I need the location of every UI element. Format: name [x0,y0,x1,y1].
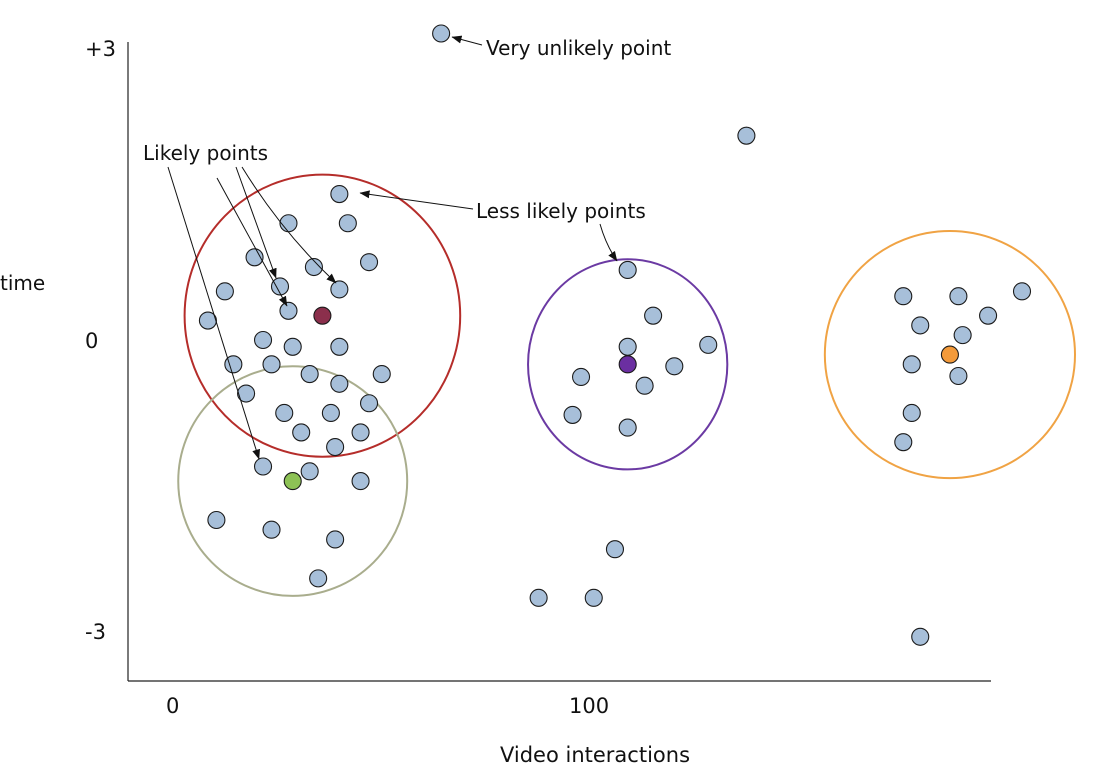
annotation-likely: Likely points [143,141,268,165]
data-point-47 [584,588,603,607]
cluster-ring-4 [823,230,1076,480]
data-point-45 [605,540,625,559]
data-point-33 [262,520,281,539]
data-point-35 [309,569,328,588]
data-point-46 [529,588,548,607]
data-point-31 [351,472,370,491]
data-point-36 [618,260,637,279]
data-point-34 [326,530,345,549]
data-point-58 [911,627,930,646]
data-point-26 [292,423,311,442]
data-point-41 [635,376,654,395]
data-point-10 [270,277,290,296]
data-point-12 [279,301,298,320]
data-point-13 [198,311,217,330]
cluster-ring-1 [183,173,462,458]
pointer-less-likely-2 [599,223,618,262]
data-point-56 [902,403,921,423]
x-axis-title: Video interactions [500,743,690,767]
data-point-18 [262,355,281,374]
data-point-54 [902,355,921,374]
data-point-39 [618,337,637,356]
data-point-15 [283,337,302,356]
data-point-1 [432,24,451,43]
data-point-16 [330,337,349,356]
data-point-23 [359,394,379,413]
cluster-rings [177,173,1076,597]
cluster-center-3 [618,355,637,374]
data-point-27 [351,423,370,442]
data-point-52 [911,316,930,335]
pointer-less-likely-1 [359,190,474,210]
data-point-37 [644,306,663,325]
annotation-pointers [167,35,618,460]
data-point-22 [237,384,256,403]
cluster-ring-3 [527,258,729,471]
data-point-28 [326,437,345,457]
data-point-5 [338,214,357,233]
data-point-42 [665,357,684,376]
data-point-14 [253,330,273,350]
data-point-6 [245,248,264,267]
data-point-48 [894,287,913,306]
data-point-20 [372,365,391,384]
data-point-3 [330,185,349,204]
x-tick-label-hundred: 100 [569,694,609,718]
cluster-center-4 [940,345,959,364]
x-tick-label-zero: 0 [166,694,179,718]
data-points [198,24,1032,646]
y-tick-label-bottom: -3 [85,620,106,644]
annotation-labels: Very unlikely point Likely points Less l… [143,36,671,223]
data-point-11 [330,280,349,299]
y-tick-label-zero: 0 [85,329,98,353]
data-point-21 [330,374,349,393]
data-point-50 [1012,282,1032,301]
pointer-likely-3 [235,166,277,279]
data-point-8 [359,253,379,272]
data-point-29 [253,457,273,476]
data-point-2 [737,126,756,145]
data-point-49 [949,287,968,306]
cluster-center-2 [283,472,302,491]
data-point-55 [949,366,968,386]
pointer-very-unlikely [451,35,483,46]
data-point-19 [300,365,319,384]
cluster-center-1 [313,306,332,325]
data-point-44 [618,418,637,437]
cluster-ring-2 [177,365,409,597]
data-point-9 [215,282,234,301]
data-point-32 [207,510,226,530]
annotation-less-likely: Less likely points [476,199,646,223]
data-point-43 [563,405,582,424]
data-point-38 [699,335,718,354]
pointer-likely-1 [167,166,260,460]
y-tick-label-top: +3 [85,37,116,61]
data-point-30 [300,462,319,481]
data-point-7 [304,257,323,277]
data-point-57 [894,433,913,452]
pointer-likely-2 [216,177,288,307]
cluster-centers [283,306,959,491]
data-point-53 [953,326,972,345]
data-point-51 [979,306,998,325]
data-point-17 [224,355,243,374]
data-point-25 [321,403,340,423]
annotation-very-unlikely: Very unlikely point [486,36,671,60]
data-point-24 [275,403,294,423]
pointer-likely-4 [241,166,337,284]
y-axis-title: time [0,271,45,295]
data-point-4 [279,214,298,233]
data-point-40 [571,367,591,387]
